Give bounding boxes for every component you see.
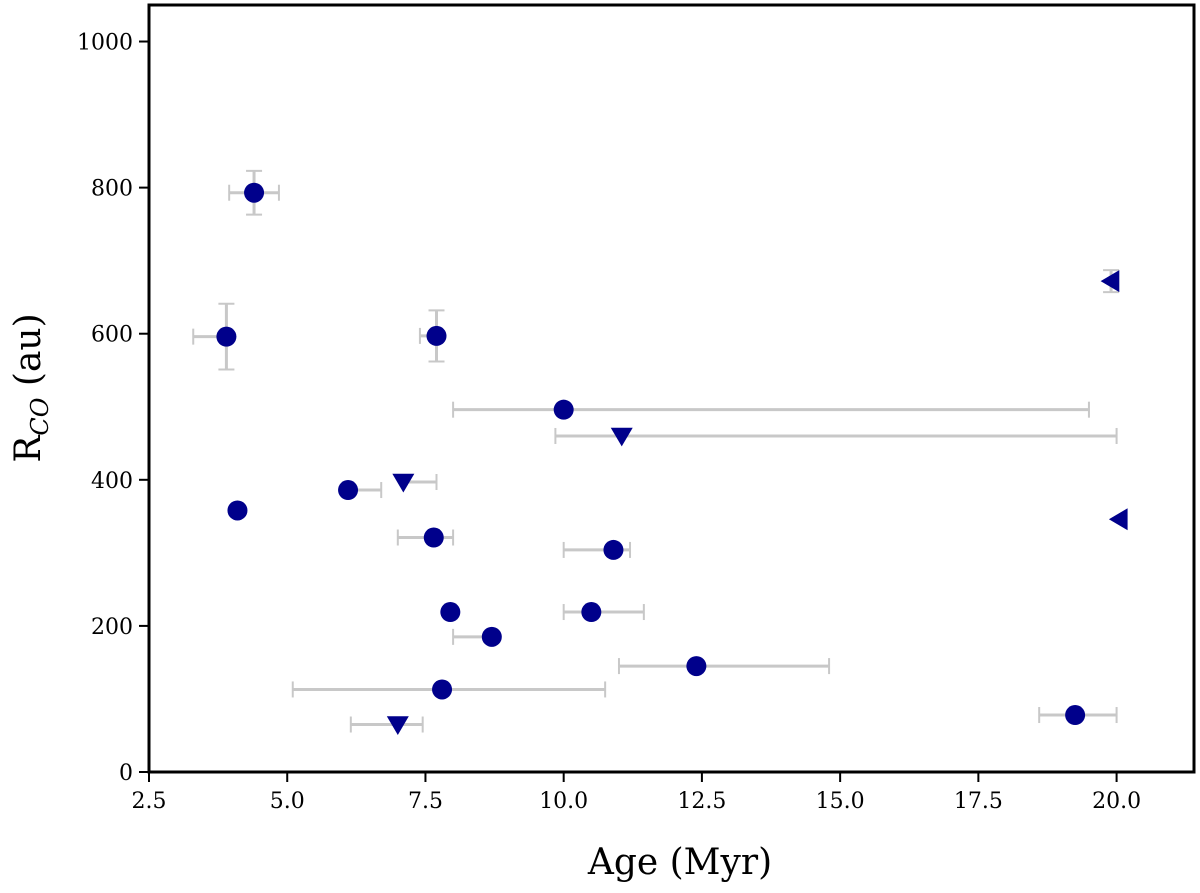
- x-tick-label: 2.5: [132, 789, 167, 814]
- x-tick-label: 10.0: [539, 789, 588, 814]
- x-axis-ticks: 2.5 5.0 7.5 10.0 12.5 15.0 17.5 20.0: [132, 772, 1141, 814]
- y-tick-label: 600: [91, 323, 133, 348]
- data-point-age-limit: [1100, 270, 1120, 293]
- y-tick-label: 400: [91, 469, 133, 494]
- y-axis-title: RCO (au): [8, 313, 54, 462]
- data-point-circle: [227, 500, 248, 521]
- data-point-age-limit: [1108, 508, 1128, 531]
- data-point-upper-limit: [386, 716, 409, 735]
- y-axis-title-rest: (au): [8, 313, 49, 397]
- x-tick-label: 20.0: [1092, 789, 1141, 814]
- x-tick-label: 12.5: [677, 789, 726, 814]
- y-axis-ticks: 0 200 400 600 800 1000: [77, 31, 149, 786]
- y-tick-label: 800: [91, 177, 133, 202]
- data-point-circle: [216, 326, 237, 347]
- data-point-circle: [338, 480, 359, 501]
- data-point-circle: [440, 602, 461, 623]
- data-point-circle: [481, 626, 502, 647]
- x-tick-label: 7.5: [408, 789, 443, 814]
- data-point-circle: [686, 656, 707, 677]
- y-axis-title-main: R: [8, 435, 49, 463]
- y-axis-title-subscript: CO: [26, 397, 54, 435]
- data-point-circle: [432, 679, 453, 700]
- x-tick-label: 15.0: [816, 789, 865, 814]
- marker-layer: [216, 182, 1128, 735]
- x-tick-label: 17.5: [954, 789, 1003, 814]
- y-tick-label: 1000: [77, 31, 133, 56]
- x-tick-label: 5.0: [270, 789, 305, 814]
- data-point-circle: [244, 182, 265, 203]
- y-tick-label: 200: [91, 615, 133, 640]
- plot-frame: [147, 3, 1196, 774]
- y-tick-label: 0: [119, 761, 133, 786]
- errorbar-layer: [192, 169, 1120, 733]
- data-point-circle: [581, 602, 602, 623]
- data-point-upper-limit: [610, 427, 633, 447]
- data-point-circle: [426, 325, 447, 346]
- data-point-circle: [1065, 705, 1086, 726]
- data-point-circle: [603, 539, 624, 560]
- data-point-circle: [553, 399, 574, 420]
- data-point-circle: [423, 527, 444, 548]
- data-point-upper-limit: [392, 473, 415, 493]
- x-axis-title: Age (Myr): [587, 842, 772, 883]
